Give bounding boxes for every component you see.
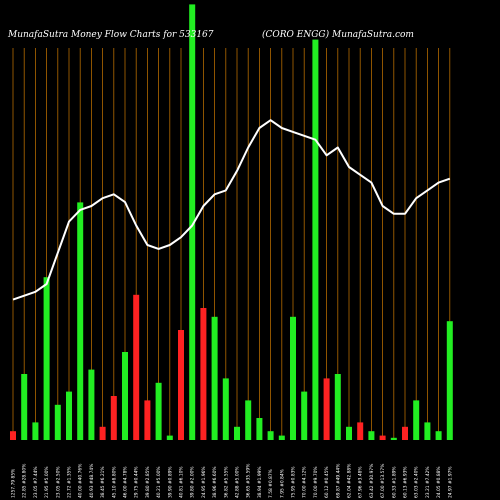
x-tick-label: 46.00 #4.78% (123, 466, 129, 498)
money-flow-bar (267, 431, 274, 440)
bars (10, 4, 453, 441)
x-tick-label: 36.82 #5.55% (223, 466, 229, 498)
money-flow-bar (446, 321, 453, 440)
money-flow-bar (21, 374, 28, 440)
price-line-layer (12, 119, 451, 301)
x-tick-label: 22.85 #28.80% (22, 464, 28, 498)
money-flow-bar (346, 426, 352, 440)
x-tick-labels: 1257.79 85% 22.85 #28.80% 23.05 #7.44% 21.9… (11, 464, 454, 498)
money-flow-bar (334, 374, 341, 440)
price-line (12, 119, 451, 301)
money-flow-bar (290, 316, 296, 440)
x-tick-label: 60.13 #6.93% (403, 466, 409, 498)
x-tick-label: 63.03 #2.40% (414, 466, 420, 498)
x-tick-label: 23.05 #7.44% (33, 466, 39, 498)
money-flow-bar (54, 404, 61, 440)
x-tick-label: 39.80 #2.85% (145, 466, 151, 498)
money-flow-bar (368, 431, 375, 440)
x-tick-label: 40.21 #5.00% (156, 466, 162, 498)
x-tick-label: 70.00 #9.70% (313, 466, 319, 498)
x-tick-label: 39.80 #2.00% (190, 466, 196, 498)
x-tick-label: 39.90 #0.89% (167, 466, 173, 498)
money-flow-bar (435, 431, 442, 440)
x-tick-label: 36.65 #35.59% (246, 464, 252, 498)
x-tick-label: 67.96 #3.48% (358, 466, 364, 498)
money-flow-bar (234, 426, 240, 440)
x-tick-label: 7.95 #0.84% (279, 469, 285, 498)
money-flow-bar (133, 294, 140, 440)
money-flow-bar (110, 396, 117, 440)
x-tick-label: 23.21 #7.42% (425, 466, 431, 498)
x-tick-label: 29.75 #0.44% (134, 466, 140, 498)
money-flow-bar (166, 435, 173, 440)
money-flow-bar (144, 400, 151, 440)
x-tick-label: 1257.79 85% (11, 469, 17, 498)
x-tick-label: 23.05 #2.50% (55, 466, 61, 498)
money-flow-bar (222, 378, 229, 440)
money-flow-bar (424, 422, 431, 440)
money-flow-bar (155, 382, 162, 440)
money-flow-bar (200, 308, 207, 440)
x-tick-label: 60.33 #1.89% (391, 466, 397, 498)
x-tick-label: 24.95 #1.96% (201, 466, 207, 498)
money-flow-bar (256, 418, 263, 440)
money-flow-bar (10, 431, 16, 440)
x-tick-label: 7.58 #0.87% (268, 469, 274, 498)
money-flow-bar (357, 422, 364, 440)
x-tick-label: 75.95 #0.83% (291, 466, 297, 498)
money-flow-bar (323, 378, 330, 440)
money-flow-bar (245, 400, 252, 440)
x-tick-label: 22.72 #1.35% (67, 466, 73, 498)
money-flow-bar (390, 437, 397, 440)
x-tick-label: 40.81 #6.10% (179, 466, 185, 498)
x-tick-label: 38.96 #6.60% (212, 466, 218, 498)
money-flow-bar (211, 316, 218, 440)
x-tick-label: 69.87 #49.44% (335, 464, 341, 498)
money-flow-bar (312, 39, 319, 440)
x-tick-label: 40.93 #48.74% (89, 464, 95, 498)
x-tick-label: 38.45 #6.21% (100, 466, 106, 498)
money-flow-bar (413, 400, 420, 440)
x-tick-label: 24.97 #1.97% (447, 466, 453, 498)
money-flow-bar (379, 435, 386, 440)
money-flow-bar (178, 330, 184, 440)
money-flow-bar (99, 426, 106, 440)
money-flow-bar (66, 391, 72, 440)
x-tick-label: 70.00 #4.12% (302, 466, 308, 498)
x-tick-label: 24.05 #0.88% (436, 466, 442, 498)
x-tick-label: 21.95 #5.00% (44, 466, 50, 498)
money-flow-bar (301, 391, 308, 440)
money-flow-bar (278, 435, 285, 440)
x-tick-label: 67.00 #13.57% (380, 464, 386, 498)
money-flow-bar (189, 4, 196, 441)
chart-subtitle: (CORO ENGG) MunafaSutra.com (262, 29, 414, 40)
money-flow-bar (77, 202, 84, 440)
money-flow-bar (402, 426, 408, 440)
x-tick-label: 62.04 #42.88% (347, 464, 353, 498)
x-tick-label: 40.00 #40.76% (78, 464, 84, 498)
x-tick-label: 45.10 #8.80% (111, 466, 117, 498)
x-tick-label: 38.94 #1.99% (257, 466, 263, 498)
money-flow-bar (43, 277, 50, 440)
money-flow-bar (122, 352, 128, 440)
money-flow-bar (32, 422, 39, 440)
chart-title: MunafaSutra Money Flow Charts for 533167 (7, 30, 214, 40)
money-flow-bar (88, 369, 95, 440)
x-tick-label: 60.12 #0.45% (324, 466, 330, 498)
x-tick-label: 63.42 #30.97% (369, 464, 375, 498)
x-tick-label: 42.88 #5.00% (235, 466, 241, 498)
